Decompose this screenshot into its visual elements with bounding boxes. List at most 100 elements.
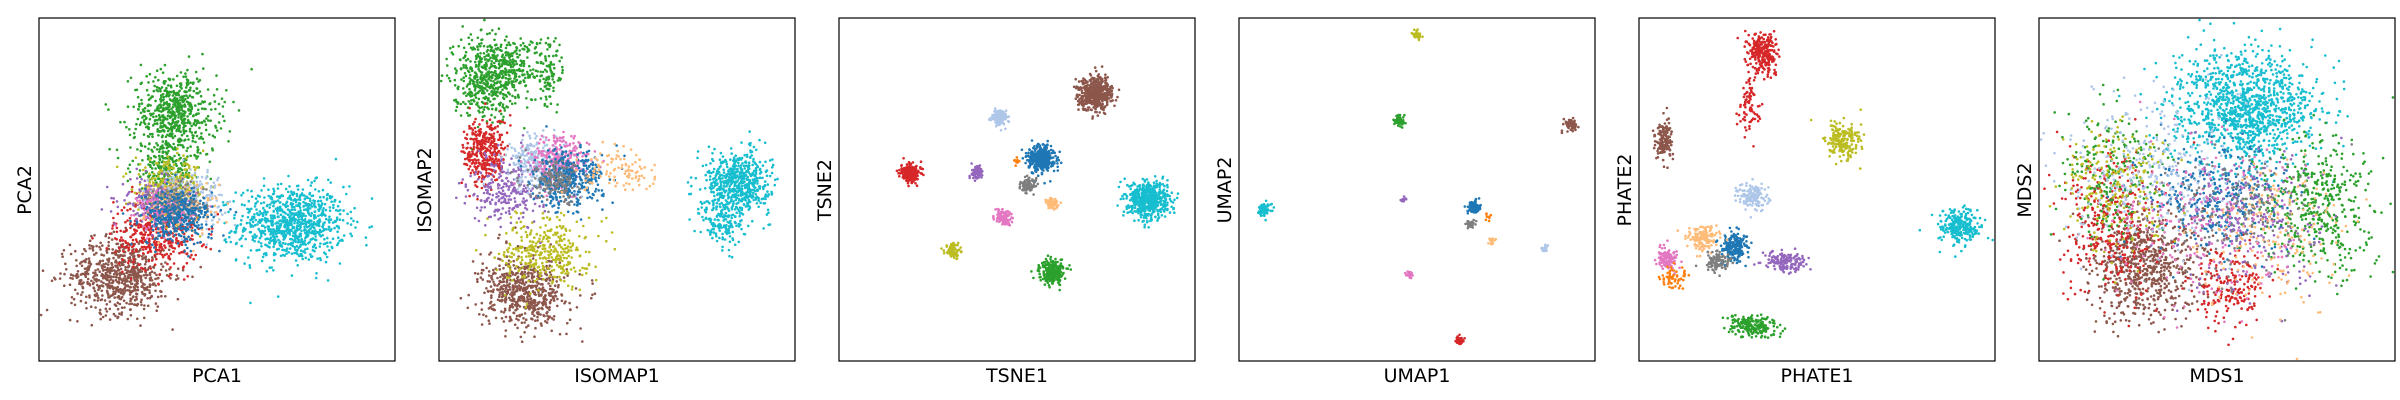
- data-point: [115, 165, 119, 169]
- data-point: [356, 220, 359, 224]
- data-point: [93, 289, 97, 293]
- data-point: [60, 252, 64, 256]
- data-point: [151, 189, 155, 193]
- data-point: [181, 177, 184, 181]
- data-point: [135, 122, 138, 126]
- data-point: [225, 220, 228, 224]
- data-point: [701, 215, 704, 219]
- data-point: [342, 234, 346, 237]
- data-point: [133, 274, 136, 278]
- data-point: [737, 161, 740, 165]
- data-point: [341, 218, 345, 222]
- data-point: [114, 314, 117, 318]
- data-point: [175, 274, 179, 277]
- data-point: [140, 177, 143, 181]
- data-point: [136, 273, 140, 277]
- data-point: [746, 185, 750, 189]
- data-point: [165, 231, 169, 234]
- data-point: [346, 222, 349, 225]
- data-point: [206, 168, 209, 172]
- data-point: [167, 248, 171, 252]
- data-point: [161, 228, 165, 232]
- data-point: [308, 230, 311, 234]
- data-point: [173, 134, 177, 138]
- data-point: [311, 245, 315, 249]
- data-point: [313, 226, 316, 230]
- data-point: [129, 277, 133, 281]
- data-point: [166, 114, 170, 117]
- data-point: [730, 199, 733, 203]
- data-point: [115, 242, 118, 246]
- data-point: [737, 240, 740, 244]
- data-point: [321, 209, 325, 212]
- data-point: [154, 183, 157, 186]
- data-point: [142, 224, 145, 228]
- data-point: [233, 216, 236, 220]
- data-point: [148, 72, 152, 76]
- data-point: [78, 281, 81, 285]
- data-point: [295, 244, 299, 248]
- data-point: [95, 244, 98, 248]
- data-point: [242, 228, 245, 232]
- data-point: [251, 235, 254, 238]
- data-point: [736, 170, 740, 173]
- data-point: [234, 227, 238, 230]
- data-point: [215, 196, 218, 200]
- data-point: [734, 180, 738, 183]
- data-point: [135, 220, 139, 224]
- data-point: [707, 217, 710, 221]
- data-point: [328, 194, 332, 198]
- data-point: [163, 210, 166, 213]
- data-point: [709, 162, 712, 165]
- data-point: [253, 205, 257, 208]
- data-point: [717, 197, 721, 201]
- data-point: [758, 187, 762, 190]
- data-point: [105, 233, 108, 236]
- data-point: [283, 219, 287, 222]
- data-point: [79, 273, 83, 276]
- data-point: [183, 111, 187, 115]
- data-point: [162, 234, 165, 238]
- data-point: [173, 247, 177, 250]
- data-point: [192, 114, 195, 117]
- data-point: [194, 212, 197, 216]
- data-point: [277, 228, 281, 232]
- data-point: [111, 251, 114, 255]
- data-point: [168, 98, 172, 101]
- data-point: [737, 225, 741, 228]
- data-point: [156, 252, 159, 256]
- data-point: [100, 264, 103, 268]
- data-point: [188, 225, 192, 228]
- data-point: [257, 227, 261, 231]
- data-point: [181, 190, 184, 194]
- data-point: [126, 179, 130, 183]
- data-point: [751, 178, 755, 181]
- data-point: [148, 249, 152, 253]
- data-point: [225, 89, 228, 92]
- data-point: [119, 267, 123, 271]
- data-point: [187, 138, 190, 141]
- data-point: [328, 206, 332, 209]
- data-point: [318, 257, 322, 260]
- data-point: [739, 192, 743, 195]
- data-point: [181, 268, 185, 272]
- data-point: [133, 279, 137, 282]
- data-point: [160, 294, 163, 298]
- data-point: [109, 210, 113, 213]
- data-point: [202, 215, 205, 219]
- data-point: [713, 218, 717, 221]
- data-point: [273, 259, 276, 262]
- data-point: [314, 205, 317, 209]
- data-point: [291, 212, 295, 216]
- data-point: [315, 272, 318, 275]
- data-point: [155, 218, 159, 221]
- data-point: [132, 132, 136, 135]
- data-point: [275, 195, 279, 198]
- data-point: [159, 118, 162, 122]
- data-point: [188, 102, 192, 105]
- data-point: [748, 193, 752, 197]
- data-point: [754, 167, 758, 170]
- data-point: [193, 171, 197, 175]
- data-point: [297, 215, 300, 219]
- data-point: [167, 254, 171, 258]
